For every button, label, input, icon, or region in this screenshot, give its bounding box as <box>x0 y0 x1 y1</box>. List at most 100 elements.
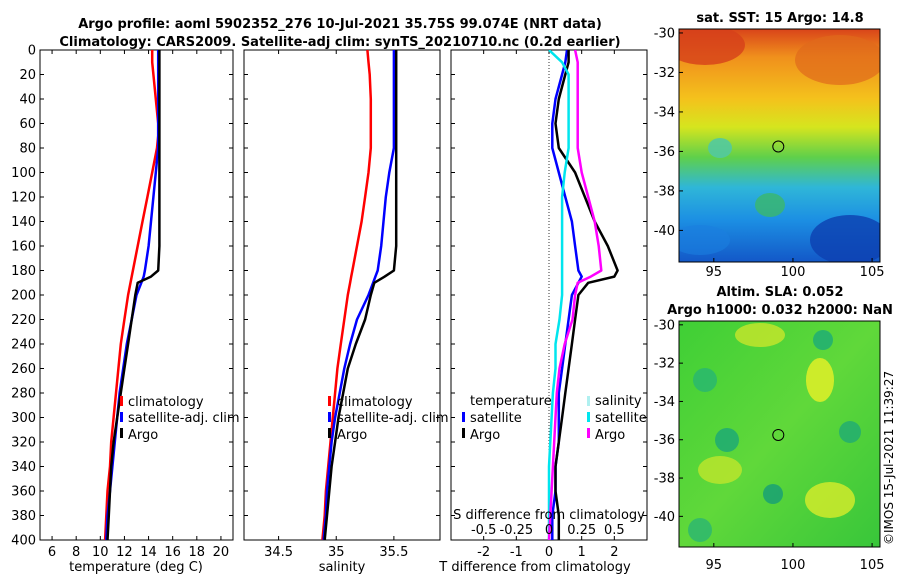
temperature-x-tick-label: 18 <box>189 545 206 560</box>
depth-tick-label: 100 <box>11 166 36 181</box>
sla-high-patch <box>735 323 785 347</box>
sla-lat-tick-label: -34 <box>654 395 675 410</box>
depth-tick-label: 140 <box>11 215 36 230</box>
sla-high-patch <box>698 456 742 484</box>
sst-lat-tick-label: -38 <box>654 184 675 199</box>
temperature-x-tick-label: 10 <box>92 545 109 560</box>
sla-map-title-line1: Altim. SLA: 0.052 <box>717 285 844 300</box>
depth-tick-label: 360 <box>11 485 36 500</box>
depth-tick-label: 40 <box>19 93 36 108</box>
salinity-x-tick-label: 35.5 <box>379 545 408 560</box>
legend-label-satellite: satellite-adj. clim <box>128 411 240 426</box>
sst-warm-patch <box>795 35 880 85</box>
legend-label-t-argo: Argo <box>470 428 500 443</box>
legend-swatch-t-satellite <box>462 412 465 422</box>
temperature-x-tick-label: 12 <box>116 545 133 560</box>
x-axes: 6 8 10 12 14 16 18 20 34.5 35 35.5 -2 -1 0 1 2 <box>48 50 618 560</box>
sst-cold-patch <box>679 225 730 255</box>
sla-lat-tick-label: -38 <box>654 472 675 487</box>
legend-swatch-argo <box>328 428 331 438</box>
temperature-xlabel: temperature (deg C) <box>69 560 203 575</box>
difference-series-s-satellite <box>547 50 570 540</box>
salinity-series-argo <box>323 50 398 540</box>
difference-legend: temperature satellite Argo salinity sate… <box>462 394 647 443</box>
temperature-x-tick-label: 16 <box>164 545 181 560</box>
legend-label-s-argo: Argo <box>595 428 625 443</box>
depth-tick-label: 220 <box>11 313 36 328</box>
difference-x-tick-label: 0 <box>545 545 553 560</box>
depth-tick-label: 400 <box>11 534 36 549</box>
sst-lat-tick-label: -34 <box>654 105 675 120</box>
legend-swatch-t-argo <box>462 428 465 438</box>
sla-high-patch <box>805 482 855 518</box>
difference-x-tick-label: 2 <box>610 545 618 560</box>
legend-label-t-satellite: satellite <box>470 411 522 426</box>
temperature-x-tick-label: 20 <box>213 545 230 560</box>
figure-title-line1: Argo profile: aoml 5902352_276 10-Jul-20… <box>78 17 602 32</box>
legend-swatch-s-argo <box>587 428 590 438</box>
temperature-x-tick-label: 14 <box>140 545 157 560</box>
salinity-plot <box>321 50 398 540</box>
depth-tick-label: 180 <box>11 264 36 279</box>
temperature-series-argo <box>106 50 161 540</box>
sst-lon-tick-label: 100 <box>781 265 806 280</box>
difference-series-s-argo <box>547 50 603 540</box>
credit-stamp: ©IMOS 15-Jul-2021 11:39:27 <box>882 371 896 545</box>
legend-swatch-s-satellite <box>587 412 590 422</box>
legend-header-salinity: salinity <box>595 394 642 409</box>
sla-lat-tick-label: -30 <box>654 318 675 333</box>
sst-lat-tick-label: -30 <box>654 26 675 41</box>
sst-map <box>679 29 880 262</box>
s-difference-ticks: -0.5 -0.25 0 0.25 0.5 <box>471 523 625 538</box>
salinity-axes <box>243 49 441 541</box>
legend-swatch-climatology <box>120 396 123 406</box>
sst-argo-position-marker <box>772 140 785 153</box>
sla-argo-position-marker <box>772 428 785 441</box>
depth-tick-label: 120 <box>11 191 36 206</box>
sla-low-eddy <box>715 428 739 452</box>
salinity-legend: climatology satellite-adj. clim Argo <box>328 395 449 443</box>
sla-lat-tick-label: -40 <box>654 510 675 525</box>
sst-lon-tick-label: 105 <box>860 265 885 280</box>
sst-lon-tick-label: 95 <box>706 265 723 280</box>
sla-map-title-line2: Argo h1000: 0.032 h2000: NaN <box>667 303 893 318</box>
sst-cold-patch <box>810 215 880 262</box>
sst-warm-patch <box>679 29 745 65</box>
sla-low-eddy <box>839 421 861 443</box>
depth-tick-label: 20 <box>19 68 36 83</box>
depth-tick-label: 80 <box>19 142 36 157</box>
temperature-x-tick-label: 6 <box>48 545 56 560</box>
depth-tick-label: 200 <box>11 289 36 304</box>
sla-lat-tick-label: -36 <box>654 433 675 448</box>
legend-label-climatology: climatology <box>337 395 413 410</box>
sla-low-eddy <box>813 330 833 350</box>
legend-label-satellite: satellite-adj. clim <box>337 411 449 426</box>
sla-high-patch <box>806 358 834 402</box>
s-difference-label: S difference from climatology <box>453 508 645 523</box>
depth-tick-label: 60 <box>19 117 36 132</box>
depth-tick-label: 240 <box>11 338 36 353</box>
legend-label-climatology: climatology <box>128 395 204 410</box>
sla-map-frame <box>678 320 881 548</box>
difference-x-tick-label: -1 <box>510 545 523 560</box>
s-difference-tick-label: 0 <box>545 523 553 538</box>
figure-title-line2: Climatology: CARS2009. Satellite-adj cli… <box>59 35 620 50</box>
sla-lat-tick-label: -32 <box>654 357 675 372</box>
sla-lon-tick-label: 95 <box>706 558 723 573</box>
legend-label-s-satellite: satellite <box>595 411 647 426</box>
s-difference-tick-label: -0.5 <box>471 523 496 538</box>
salinity-series-satellite-adj-clim <box>322 50 396 540</box>
temperature-plot <box>103 50 161 540</box>
legend-swatch-s-header <box>587 396 590 406</box>
s-difference-tick-label: -0.25 <box>500 523 534 538</box>
sla-low-eddy <box>693 368 717 392</box>
temperature-x-tick-label: 8 <box>72 545 80 560</box>
sst-eddy <box>755 193 785 217</box>
sla-lon-tick-label: 100 <box>781 558 806 573</box>
legend-swatch-satellite <box>328 412 331 422</box>
legend-swatch-argo <box>120 428 123 438</box>
sla-low-eddy <box>688 518 712 542</box>
difference-xlabel: T difference from climatology <box>438 560 631 575</box>
depth-tick-label: 380 <box>11 509 36 524</box>
depth-tick-label: 160 <box>11 240 36 255</box>
